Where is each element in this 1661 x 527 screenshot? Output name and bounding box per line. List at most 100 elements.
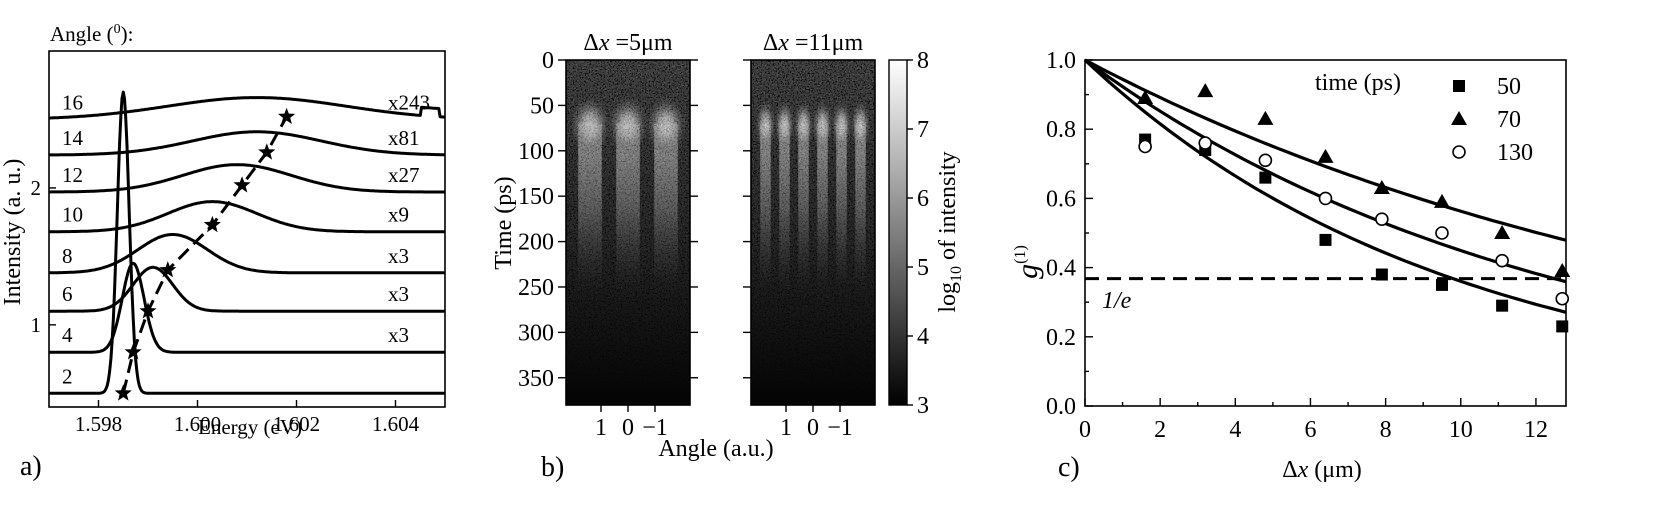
- panel-c-ytick-label: 0.8: [1046, 117, 1076, 143]
- fit-curve-70ps: [1084, 58, 1567, 242]
- panel-b-xtick-label: 0: [807, 415, 819, 441]
- panel-b-xtick-label: 1: [595, 415, 607, 441]
- panel-b-label: b): [541, 452, 564, 483]
- panel-c-xtick-label: 8: [1380, 417, 1392, 443]
- panel-a-xtick-label: 1.598: [75, 412, 122, 436]
- panel-c-plot-frame: [1084, 59, 1567, 407]
- panel-a-ylabel: Intensity (a. u.): [0, 159, 26, 306]
- panel-c-ytick-label: 0.4: [1046, 256, 1076, 282]
- panel-c-xlabel: Δx (μm): [1282, 457, 1362, 483]
- legend-marker-square: [1453, 80, 1465, 92]
- data-point-square: [1375, 268, 1388, 281]
- panel-b-maps: Δx =5μm Δx =11μm: [565, 30, 876, 406]
- heatmap-2: Δx =11μm: [750, 30, 876, 406]
- legend-entry-label: 50: [1497, 74, 1521, 100]
- panel-a-label: a): [20, 451, 42, 482]
- legend-marker-circle: [1452, 145, 1466, 159]
- multiplier-label: x9: [388, 203, 409, 227]
- spectrum-curve-angle-8: [48, 233, 446, 275]
- data-point-circle: [1375, 212, 1389, 226]
- colorbar-label: log10 of intensity: [935, 151, 965, 312]
- star-marker: [233, 176, 251, 193]
- panel-a-ytick-label: 1: [31, 313, 42, 337]
- legend-marker-triangle: [1451, 111, 1467, 125]
- data-point-triangle: [1317, 148, 1334, 163]
- data-point-circle: [1198, 136, 1213, 150]
- panel-c-xtick-label: 10: [1449, 417, 1473, 443]
- multiplier-label: x81: [388, 126, 420, 150]
- panel-b-xtick-label: −1: [827, 415, 853, 441]
- multiplier-label: x3: [388, 244, 409, 268]
- angle-label: 2: [62, 364, 73, 388]
- colorbar-tick-label: 3: [917, 393, 929, 419]
- fit-curve-50ps: [1083, 58, 1567, 314]
- panel-b-ytick-label: 300: [518, 320, 554, 346]
- panel-c-xtick-label: 0: [1079, 417, 1091, 443]
- multiplier-label: x27: [388, 163, 420, 187]
- panel-a-legend-title: Angle (0):: [50, 22, 133, 46]
- legend-entry-label: 70: [1497, 107, 1521, 133]
- panel-c-ylabel: g(1): [1011, 245, 1044, 279]
- data-point-circle: [1495, 253, 1509, 268]
- angle-label: 4: [62, 323, 73, 347]
- colorbar-tick-label: 6: [917, 186, 929, 212]
- panel-b-xtick-label: −1: [642, 415, 668, 441]
- data-point-circle: [1318, 191, 1333, 206]
- data-point-triangle: [1197, 83, 1214, 98]
- data-point-triangle: [1257, 110, 1274, 125]
- data-point-triangle: [1433, 193, 1450, 208]
- panel-a-xtick-label: 1.602: [273, 412, 320, 436]
- panel-c-xtick-label: 2: [1154, 417, 1166, 443]
- panel-c-data-points: [1137, 83, 1571, 333]
- heatmap-title: Δx =5μm: [583, 30, 673, 56]
- data-point-square: [1556, 320, 1569, 333]
- panel-c-ytick-label: 1.0: [1046, 48, 1076, 74]
- panel-b-ytick-label: 0: [542, 48, 554, 74]
- panel-c-fit-curves: [1083, 58, 1567, 314]
- spectrum-curve-angle-16: [48, 96, 446, 120]
- star-marker: [278, 107, 296, 124]
- panel-b-ytick-label: 200: [518, 230, 554, 256]
- panel-a-peak-markers: [114, 107, 296, 401]
- panel-a-xtick-label: 1.600: [174, 412, 221, 436]
- colorbar-tick-label: 7: [917, 117, 929, 143]
- star-marker: [203, 215, 221, 233]
- panel-b-colorbar: 3 4 5 6 7 8: [888, 48, 929, 419]
- panel-b-ytick-label: 50: [530, 93, 554, 119]
- spectrum-curve-angle-6: [48, 265, 446, 313]
- multiplier-label: x3: [388, 323, 409, 347]
- star-marker: [258, 143, 276, 160]
- data-point-circle: [1555, 291, 1570, 306]
- angle-label: 16: [62, 90, 83, 114]
- panel-c-ytick-label: 0.2: [1046, 325, 1076, 351]
- star-marker: [114, 384, 132, 401]
- spectrum-curve-angle-14: [48, 130, 446, 157]
- data-point-triangle: [1373, 180, 1390, 195]
- data-point-circle: [1138, 139, 1152, 154]
- panel-c-legend: time (ps) 50 70 130: [1315, 70, 1533, 166]
- panel-c-xtick-label: 4: [1229, 417, 1241, 443]
- colorbar-tick-label: 8: [917, 48, 929, 74]
- angle-label: 10: [62, 203, 83, 227]
- star-marker: [139, 302, 157, 319]
- legend-title: time (ps): [1315, 70, 1401, 96]
- data-point-square: [1319, 233, 1332, 246]
- panel-b-ytick-label: 250: [518, 275, 554, 301]
- panel-b-ytick-label: 100: [518, 139, 554, 165]
- multiplier-label: x3: [388, 282, 409, 306]
- panel-a-curves: [48, 90, 446, 395]
- spectrum-curve-angle-12: [48, 163, 446, 194]
- panel-b-ylabel: Time (ps): [491, 176, 517, 269]
- panel-a-curve-labels: 2 4 x3 6 x3 8 x3 10 x9 12 x27 14 x81 16 x243: [62, 90, 430, 388]
- panel-a-xlabel: Energy (eV): [198, 415, 302, 439]
- angle-label: 12: [62, 163, 83, 187]
- panel-b-ytick-label: 150: [518, 184, 554, 210]
- panel-c-ytick-label: 0.0: [1046, 394, 1076, 420]
- panel-b-xtick-label: 1: [780, 415, 792, 441]
- legend-entry-label: 130: [1497, 140, 1533, 166]
- panel-a-xtick-label: 1.604: [372, 412, 420, 436]
- spectrum-curve-angle-10: [48, 200, 446, 234]
- data-point-triangle: [1494, 225, 1511, 239]
